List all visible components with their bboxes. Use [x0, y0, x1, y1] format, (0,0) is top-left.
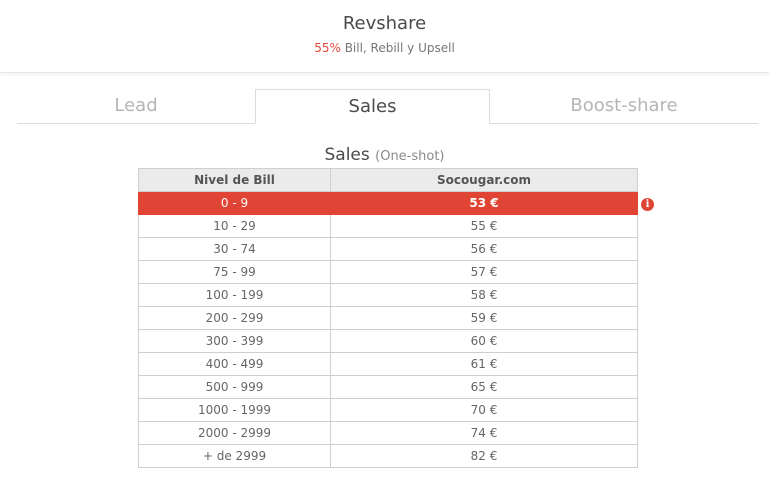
table-row: 300 - 399 60 €: [138, 329, 638, 353]
payout-cell: 55 €: [330, 214, 638, 238]
column-header-level: Nivel de Bill: [138, 168, 331, 192]
payout-cell: 61 €: [330, 352, 638, 376]
section-title: Sales (One-shot): [0, 145, 769, 165]
payout-cell: 57 €: [330, 260, 638, 284]
payout-cell: 65 €: [330, 375, 638, 399]
column-header-site: Socougar.com: [330, 168, 638, 192]
table-row: 400 - 499 61 €: [138, 352, 638, 376]
section-subtitle: (One-shot): [375, 149, 445, 164]
payout-cell: 58 €: [330, 283, 638, 307]
bill-level-cell: 2000 - 2999: [138, 421, 331, 445]
table-row: 0 - 9 53 €: [138, 191, 638, 215]
section-title-text: Sales: [324, 145, 370, 165]
revshare-description: Bill, Rebill y Upsell: [340, 41, 455, 55]
table-body: 0 - 9 53 €10 - 29 55 €30 - 74 56 €75 - 99 57…: [138, 191, 638, 468]
payout-cell: 53 €: [330, 191, 638, 215]
page-header: Revshare 55% Bill, Rebill y Upsell: [0, 0, 769, 73]
table-row: 75 - 99 57 €: [138, 260, 638, 284]
table-row: 10 - 29 55 €: [138, 214, 638, 238]
payout-cell: 74 €: [330, 421, 638, 445]
bill-level-cell: 0 - 9: [138, 191, 331, 215]
info-icon[interactable]: i: [641, 198, 654, 211]
table-row: + de 2999 82 €: [138, 444, 638, 468]
revshare-subtitle: 55% Bill, Rebill y Upsell: [0, 41, 769, 55]
bill-level-cell: 500 - 999: [138, 375, 331, 399]
bill-level-cell: 100 - 199: [138, 283, 331, 307]
page-title: Revshare: [342, 13, 427, 34]
bill-level-cell: 400 - 499: [138, 352, 331, 376]
tab-bar: Lead Sales Boost-share: [17, 89, 758, 124]
bill-level-cell: 75 - 99: [138, 260, 331, 284]
tab-sales[interactable]: Sales: [255, 89, 490, 124]
payout-cell: 82 €: [330, 444, 638, 468]
table-row: 100 - 199 58 €: [138, 283, 638, 307]
revshare-percent: 55%: [314, 41, 341, 55]
bill-level-cell: 300 - 399: [138, 329, 331, 353]
table-row: 1000 - 1999 70 €: [138, 398, 638, 422]
rates-table: Nivel de Bill Socougar.com 0 - 9 53 €10 -…: [138, 168, 638, 468]
table-row: 200 - 299 59 €: [138, 306, 638, 330]
table-header-row: Nivel de Bill Socougar.com: [138, 168, 638, 192]
table-row: 500 - 999 65 €: [138, 375, 638, 399]
bill-level-cell: 10 - 29: [138, 214, 331, 238]
tab-lead[interactable]: Lead: [114, 95, 158, 116]
payout-cell: 59 €: [330, 306, 638, 330]
bill-level-cell: 200 - 299: [138, 306, 331, 330]
payout-cell: 56 €: [330, 237, 638, 261]
payout-cell: 70 €: [330, 398, 638, 422]
table-row: 2000 - 2999 74 €: [138, 421, 638, 445]
table-row: 30 - 74 56 €: [138, 237, 638, 261]
payout-cell: 60 €: [330, 329, 638, 353]
bill-level-cell: + de 2999: [138, 444, 331, 468]
bill-level-cell: 1000 - 1999: [138, 398, 331, 422]
tab-boost-share[interactable]: Boost-share: [570, 95, 678, 116]
bill-level-cell: 30 - 74: [138, 237, 331, 261]
